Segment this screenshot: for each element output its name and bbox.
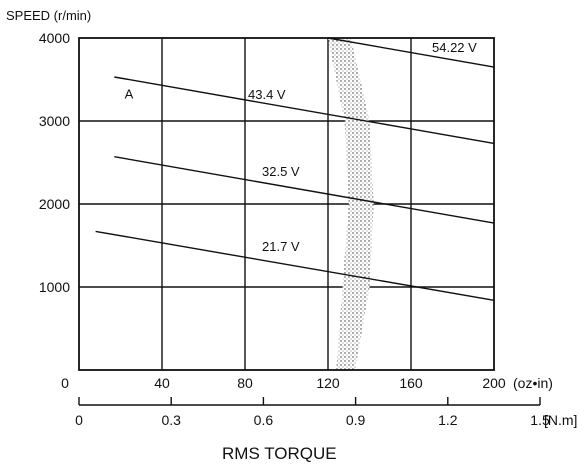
x-unit-secondary: [N.m] (544, 412, 577, 428)
x-tick-labels: 0 40 80 120 160 200 (61, 375, 506, 391)
series-line-2 (114, 76, 495, 145)
x-tick-label-4: 160 (399, 375, 423, 391)
x-tick-label-1: 40 (154, 375, 170, 391)
series-label-2: 43.4 V (248, 87, 286, 102)
secondary-tick-label-3: 0.9 (346, 412, 366, 428)
y-tick-label-3: 4000 (39, 30, 70, 46)
series-label-1: 32.5 V (262, 164, 300, 179)
x-tick-label-0: 0 (61, 375, 69, 391)
grid (79, 38, 494, 370)
x-axis-title: RMS TORQUE (222, 444, 337, 463)
secondary-tick-label-4: 1.2 (438, 412, 458, 428)
annotation-0: A (125, 87, 134, 102)
series-label-0: 21.7 V (262, 239, 300, 254)
series-line-3 (327, 37, 495, 68)
x-tick-label-3: 120 (316, 375, 340, 391)
y-axis-title: SPEED (r/min) (6, 8, 91, 23)
series-label-3: 54.22 V (432, 40, 477, 55)
y-tick-label-0: 1000 (39, 279, 70, 295)
secondary-x-axis: 0 0.3 0.6 0.9 1.2 1.5 (75, 397, 550, 428)
series-line-1 (114, 156, 495, 224)
secondary-tick-label-1: 0.3 (161, 412, 181, 428)
y-tick-label-2: 3000 (39, 113, 70, 129)
series-labels: 21.7 V 32.5 V 43.4 V 54.22 V A (125, 40, 477, 254)
secondary-tick-label-2: 0.6 (254, 412, 274, 428)
x-tick-label-2: 80 (237, 375, 253, 391)
series-line-0 (95, 230, 495, 301)
plot-frame (78, 37, 495, 371)
x-tick-label-5: 200 (482, 375, 506, 391)
secondary-tick-label-0: 0 (75, 412, 83, 428)
y-tick-labels: 1000 2000 3000 4000 (39, 30, 70, 295)
series-lines (95, 37, 495, 301)
x-unit-primary: (oz•in) (513, 375, 553, 391)
secondary-tick-label-5: 1.5 (530, 412, 550, 428)
y-tick-label-1: 2000 (39, 196, 70, 212)
